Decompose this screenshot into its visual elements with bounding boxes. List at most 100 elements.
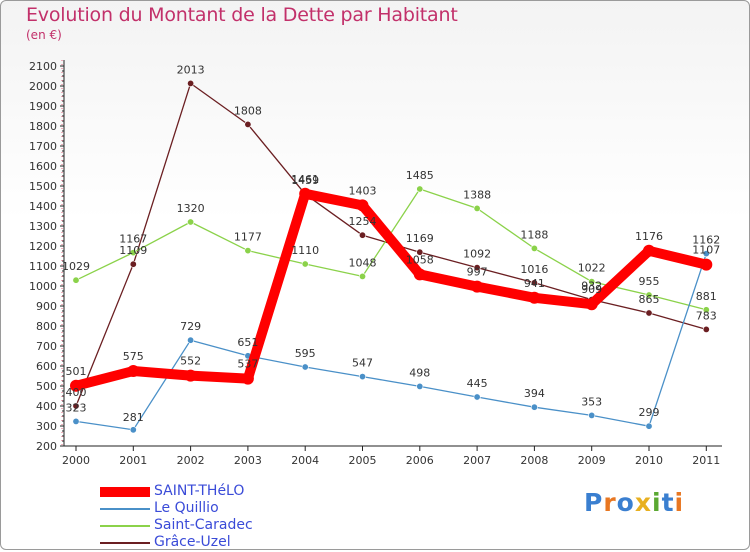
- data-label: 501: [66, 365, 87, 378]
- data-label: 445: [467, 377, 488, 390]
- y-tick-label: 1100: [29, 260, 57, 273]
- data-point: [129, 249, 137, 257]
- legend-item: Saint-Caradec: [100, 517, 360, 535]
- x-tick-label: 2003: [234, 454, 262, 467]
- x-tick-label: 2010: [635, 454, 663, 467]
- data-label: 498: [409, 366, 430, 379]
- logo-letter: P: [584, 488, 604, 517]
- data-label: 1388: [463, 188, 491, 201]
- data-label: 1176: [635, 230, 663, 243]
- data-label: 323: [66, 401, 87, 414]
- data-point: [72, 402, 80, 410]
- legend-item: SAINT-THéLO: [100, 483, 360, 501]
- series-line-0: [71, 188, 712, 391]
- y-tick-label: 2100: [29, 60, 57, 73]
- data-label: 651: [237, 336, 258, 349]
- data-point: [187, 218, 195, 226]
- data-label: 1107: [692, 244, 720, 257]
- x-tick-label: 2002: [177, 454, 205, 467]
- logo-letter: i: [674, 488, 685, 517]
- x-tick-label: 2007: [463, 454, 491, 467]
- y-tick-label: 1000: [29, 280, 57, 293]
- data-label: 729: [180, 320, 201, 333]
- data-point: [70, 379, 82, 392]
- legend-item: Grâce-Uzel: [100, 534, 360, 552]
- x-tick-label: 2000: [62, 454, 90, 467]
- data-point: [72, 417, 80, 425]
- data-point: [645, 309, 653, 317]
- y-tick-label: 1300: [29, 220, 57, 233]
- legend-swatch: [100, 487, 150, 497]
- chart-title: Evolution du Montant de la Dette par Hab…: [26, 4, 458, 26]
- data-label: 2013: [177, 63, 205, 76]
- data-point: [358, 272, 366, 280]
- data-label: 575: [123, 350, 144, 363]
- y-tick-label: 1200: [29, 240, 57, 253]
- data-point: [299, 187, 312, 200]
- chart-subtitle: (en €): [26, 28, 62, 42]
- data-label: 1177: [234, 231, 262, 244]
- data-point: [129, 426, 137, 434]
- data-label: 1092: [463, 248, 491, 261]
- x-tick-label: 2001: [119, 454, 147, 467]
- data-label: 997: [467, 266, 488, 279]
- data-label: 537: [237, 358, 258, 371]
- legend-label: Le Quillio: [154, 500, 219, 516]
- y-tick-label: 1500: [29, 180, 57, 193]
- data-point: [358, 231, 366, 239]
- y-tick-label: 900: [36, 300, 57, 313]
- data-point: [129, 260, 137, 268]
- data-label: 1110: [291, 244, 319, 257]
- data-point: [356, 199, 369, 212]
- data-point: [702, 250, 710, 258]
- y-tick-label: 600: [36, 360, 57, 373]
- x-tick-label: 2011: [692, 454, 720, 467]
- legend-swatch: [100, 542, 150, 544]
- legend-swatch: [100, 525, 150, 527]
- y-tick-label: 800: [36, 320, 57, 333]
- data-label: 881: [696, 290, 717, 303]
- data-point: [416, 248, 424, 256]
- x-tick-label: 2006: [406, 454, 434, 467]
- data-label: 1320: [177, 202, 205, 215]
- data-label: 552: [180, 355, 201, 368]
- data-point: [358, 373, 366, 381]
- data-point: [530, 244, 538, 252]
- data-label: 353: [581, 395, 602, 408]
- data-point: [530, 403, 538, 411]
- legend-label: Saint-Caradec: [154, 517, 253, 533]
- data-point: [416, 382, 424, 390]
- legend-item: Le Quillio: [100, 500, 360, 518]
- logo-letter: i: [652, 488, 662, 517]
- x-tick-label: 2005: [349, 454, 377, 467]
- proxiti-logo: Proxiti: [584, 488, 684, 517]
- data-point: [702, 325, 710, 333]
- data-point: [127, 365, 140, 377]
- data-label: 1254: [349, 215, 377, 228]
- data-point: [528, 291, 541, 304]
- data-label: 281: [123, 411, 144, 424]
- x-tick-label: 2009: [578, 454, 606, 467]
- data-point: [187, 79, 195, 87]
- data-label: 909: [581, 283, 602, 296]
- legend-swatch: [100, 508, 150, 510]
- data-point: [416, 185, 424, 193]
- data-label: 783: [696, 309, 717, 322]
- y-tick-label: 1700: [29, 140, 57, 153]
- y-tick-label: 700: [36, 340, 57, 353]
- data-point: [585, 298, 598, 311]
- y-tick-label: 1400: [29, 200, 57, 213]
- data-point: [184, 369, 197, 382]
- data-point: [471, 280, 484, 293]
- data-point: [244, 120, 252, 128]
- legend-label: Grâce-Uzel: [154, 534, 231, 550]
- data-point: [645, 291, 653, 299]
- logo-letter: r: [603, 488, 617, 517]
- y-tick-label: 1800: [29, 120, 57, 133]
- data-label: 1461: [291, 173, 319, 186]
- logo-letter: x: [634, 488, 652, 517]
- data-point: [588, 278, 596, 286]
- data-point: [588, 411, 596, 419]
- data-point: [301, 363, 309, 371]
